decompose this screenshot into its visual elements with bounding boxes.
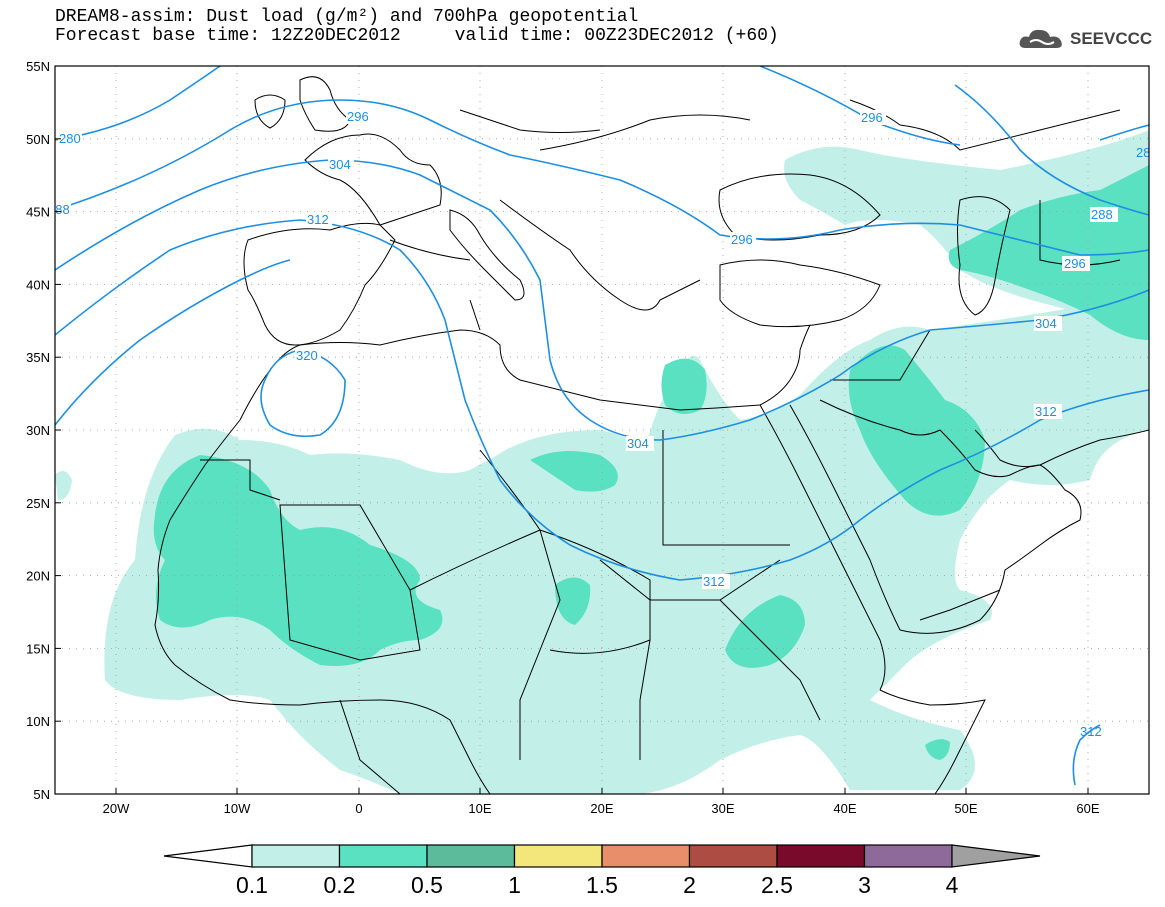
colorbar: 0.1 0.2 0.5 1 1.5 2 2.5 3 4 xyxy=(163,844,1041,898)
lon-label: 40E xyxy=(833,801,856,816)
graticule xyxy=(55,66,1149,794)
map-area: 280 288 296 296 296 296 304 304 304 312 … xyxy=(48,66,1150,794)
contour-labels: 280 288 296 296 296 296 304 304 304 312 … xyxy=(48,109,1150,739)
lat-label: 25N xyxy=(26,496,50,511)
colorbar-segment xyxy=(251,844,341,868)
logo-text: SEEVCCC xyxy=(1070,29,1153,48)
contour-label: 296 xyxy=(347,109,369,124)
colorbar-label: 1.5 xyxy=(586,872,618,898)
seevccc-logo: SEEVCCC xyxy=(1018,26,1152,52)
geopotential-contours xyxy=(55,66,1149,786)
lat-label: 20N xyxy=(26,569,50,584)
colorbar-label: 2 xyxy=(683,872,696,898)
contour-label: 312 xyxy=(1035,404,1057,419)
title-line-2: Forecast base time: 12Z20DEC2012 valid t… xyxy=(55,26,779,46)
colorbar-label: 4 xyxy=(946,872,959,898)
lat-label: 35N xyxy=(26,350,50,365)
contour-label: 296 xyxy=(1064,256,1086,271)
contour-label: 304 xyxy=(627,436,649,451)
lat-label: 30N xyxy=(26,423,50,438)
contour-label: 296 xyxy=(731,232,753,247)
contour-label: 312 xyxy=(1080,724,1102,739)
coastlines xyxy=(154,76,1149,794)
lon-label: 0 xyxy=(355,801,362,816)
colorbar-segment xyxy=(776,844,866,868)
lat-label: 45N xyxy=(26,205,50,220)
colorbar-segment xyxy=(513,844,603,868)
colorbar-segment xyxy=(601,844,691,868)
lat-label: 50N xyxy=(26,132,50,147)
cloud-icon xyxy=(1019,29,1062,48)
contour-label: 304 xyxy=(1035,316,1057,331)
map-title: DREAM8-assim: Dust load (g/m²) and 700hP… xyxy=(55,8,779,46)
lon-label: 50E xyxy=(954,801,977,816)
lat-label: 10N xyxy=(26,714,50,729)
colorbar-label: 0.5 xyxy=(411,872,443,898)
lat-label: 55N xyxy=(26,59,50,74)
longitude-labels: 20W 10W 0 10E 20E 30E 40E 50E 60E xyxy=(103,801,1100,816)
colorbar-segment xyxy=(863,844,953,868)
contour-label: 320 xyxy=(296,348,318,363)
contour-label: 312 xyxy=(703,574,725,589)
colorbar-over-arrow xyxy=(951,844,1041,868)
colorbar-label: 3 xyxy=(858,872,871,898)
lat-label: 5N xyxy=(33,787,50,802)
lon-label: 20W xyxy=(103,801,130,816)
tick-marks xyxy=(55,65,1089,794)
colorbar-segment xyxy=(688,844,778,868)
contour-label: 296 xyxy=(861,110,883,125)
contour-label: 304 xyxy=(329,157,351,172)
colorbar-label: 0.1 xyxy=(236,872,268,898)
colorbar-segment xyxy=(426,844,516,868)
title-line-1: DREAM8-assim: Dust load (g/m²) and 700hP… xyxy=(55,7,639,27)
lat-label: 15N xyxy=(26,641,50,656)
colorbar-label: 2.5 xyxy=(761,872,793,898)
contour-label: 288 xyxy=(1091,207,1113,222)
contour-label: 28 xyxy=(1136,145,1150,160)
colorbar-label: 1 xyxy=(508,872,521,898)
lon-label: 10W xyxy=(224,801,251,816)
lon-label: 10E xyxy=(468,801,491,816)
lon-label: 20E xyxy=(590,801,613,816)
colorbar-segment xyxy=(338,844,428,868)
colorbar-label: 0.2 xyxy=(324,872,356,898)
lon-label: 60E xyxy=(1076,801,1099,816)
latitude-labels: 55N 50N 45N 40N 35N 30N 25N 20N 15N 10N … xyxy=(26,59,50,802)
lat-label: 40N xyxy=(26,277,50,292)
contour-label: 280 xyxy=(59,131,81,146)
colorbar-under-arrow xyxy=(163,844,253,868)
contour-label: 288 xyxy=(48,202,70,217)
contour-label: 312 xyxy=(307,212,329,227)
lon-label: 30E xyxy=(711,801,734,816)
